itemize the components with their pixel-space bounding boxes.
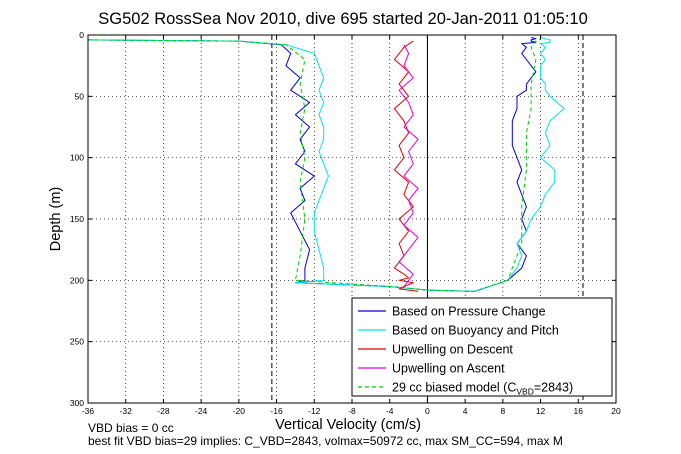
x-tick-label: -24 xyxy=(195,406,208,416)
x-tick-label: -12 xyxy=(308,406,321,416)
x-tick-label: 16 xyxy=(574,406,584,416)
chart-title: SG502 RossSea Nov 2010, dive 695 started… xyxy=(98,10,588,28)
y-tick-label: 200 xyxy=(70,275,84,285)
series-line-ascent xyxy=(398,44,419,287)
x-tick-label: 8 xyxy=(500,406,505,416)
y-axis-label: Depth (m) xyxy=(48,187,64,251)
legend: Based on Pressure Change Based on Buoyanc… xyxy=(351,297,613,397)
x-axis-label: Vertical Velocity (cm/s) xyxy=(275,417,421,433)
x-tick-label: -32 xyxy=(120,406,133,416)
x-tick-label: 4 xyxy=(463,406,468,416)
legend-label: Based on Pressure Change xyxy=(392,305,546,319)
grid-lines xyxy=(88,35,616,403)
x-tick-label: -4 xyxy=(386,406,394,416)
x-tick-label: -28 xyxy=(157,406,170,416)
y-tick-label: 300 xyxy=(70,398,84,408)
x-tick-label: 20 xyxy=(611,406,621,416)
y-tick-label: 50 xyxy=(75,91,85,101)
x-tick-label: -8 xyxy=(348,406,356,416)
series-line-model xyxy=(88,38,541,292)
x-tick-label: -16 xyxy=(270,406,283,416)
legend-label: Upwelling on Ascent xyxy=(392,362,505,376)
x-tick-label: -20 xyxy=(233,406,246,416)
x-tick-label: 0 xyxy=(425,406,430,416)
annotation-best-fit: best fit VBD bias=29 implies: C_VBD=2843… xyxy=(88,434,563,448)
x-axis-ticks: -36 -32 -28 -24 -20 -16 -12 -8 -4 0 4 8 12 16 20 xyxy=(82,35,621,416)
y-tick-label: 0 xyxy=(79,30,84,40)
y-tick-label: 100 xyxy=(70,153,84,163)
legend-label: Upwelling on Descent xyxy=(392,343,513,357)
legend-label: Based on Buoyancy and Pitch xyxy=(392,324,559,338)
x-tick-label: -36 xyxy=(82,406,95,416)
legend-box xyxy=(351,297,613,397)
y-tick-label: 150 xyxy=(70,214,84,224)
series-line-buoyancy xyxy=(88,37,565,292)
x-tick-label: 12 xyxy=(536,406,546,416)
y-tick-label: 250 xyxy=(70,337,84,347)
data-series xyxy=(88,37,565,292)
y-axis-ticks: 0 50 100 150 200 250 300 xyxy=(70,30,616,408)
legend-label: 29 cc biased model (CVBD=2843) xyxy=(392,381,573,397)
series-line-pressure xyxy=(88,37,537,292)
annotation-vbd-bias: VBD bias = 0 cc xyxy=(88,421,174,435)
